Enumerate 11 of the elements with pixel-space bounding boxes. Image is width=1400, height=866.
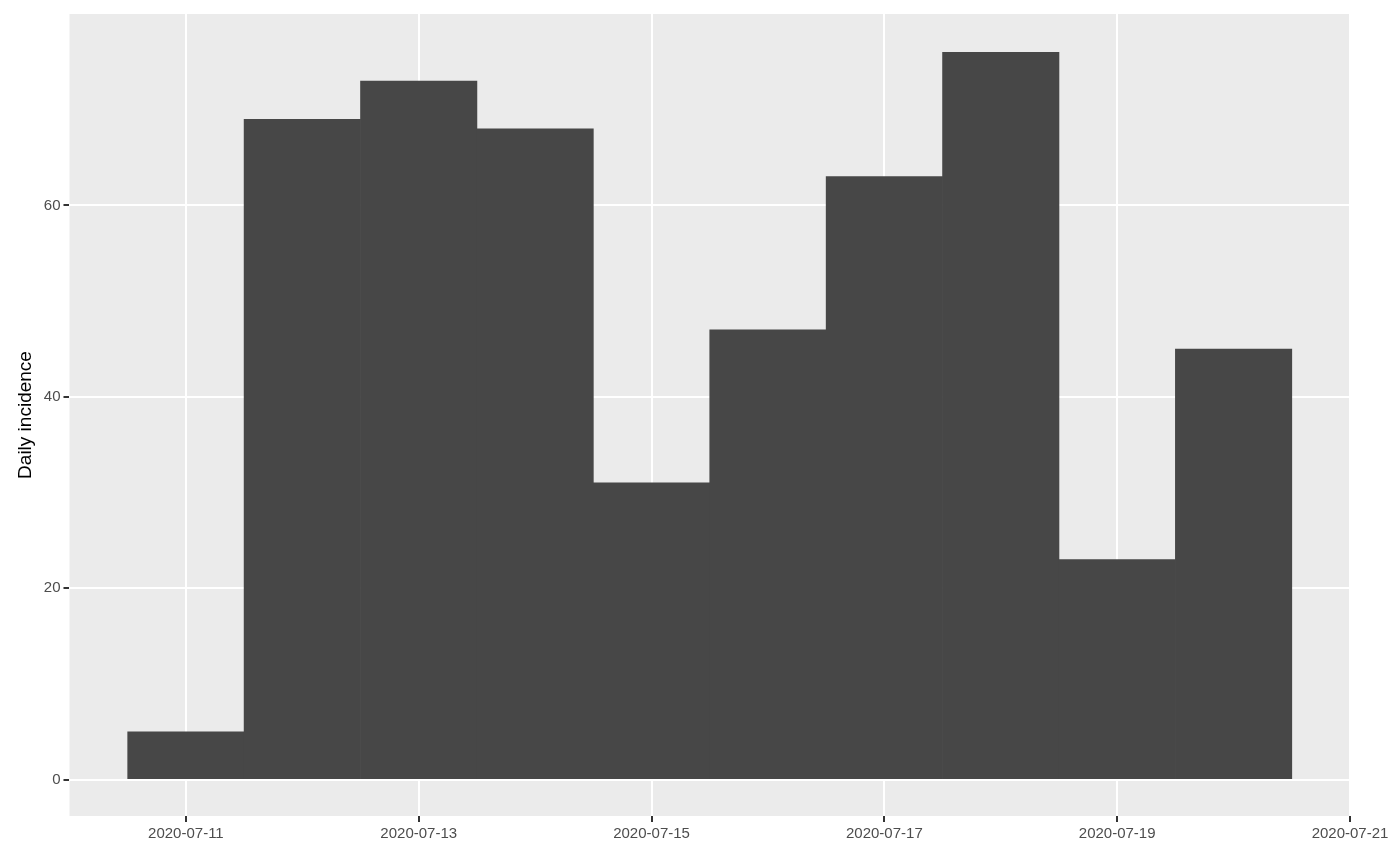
y-axis-title: Daily incidence	[13, 351, 35, 479]
x-tick-label: 2020-07-13	[380, 824, 458, 842]
x-tick-label: 2020-07-11	[148, 824, 224, 842]
x-tick-label: 2020-07-17	[845, 824, 923, 842]
y-tick-label: 60	[43, 195, 61, 213]
y-tick-label: 0	[52, 769, 61, 787]
x-tick-label: 2020-07-21	[1311, 824, 1389, 842]
x-tick-label: 2020-07-19	[1078, 824, 1156, 842]
x-tick-label: 2020-07-15	[613, 824, 690, 842]
y-tick-label: 20	[43, 578, 61, 596]
y-tick-label: 40	[43, 386, 61, 404]
